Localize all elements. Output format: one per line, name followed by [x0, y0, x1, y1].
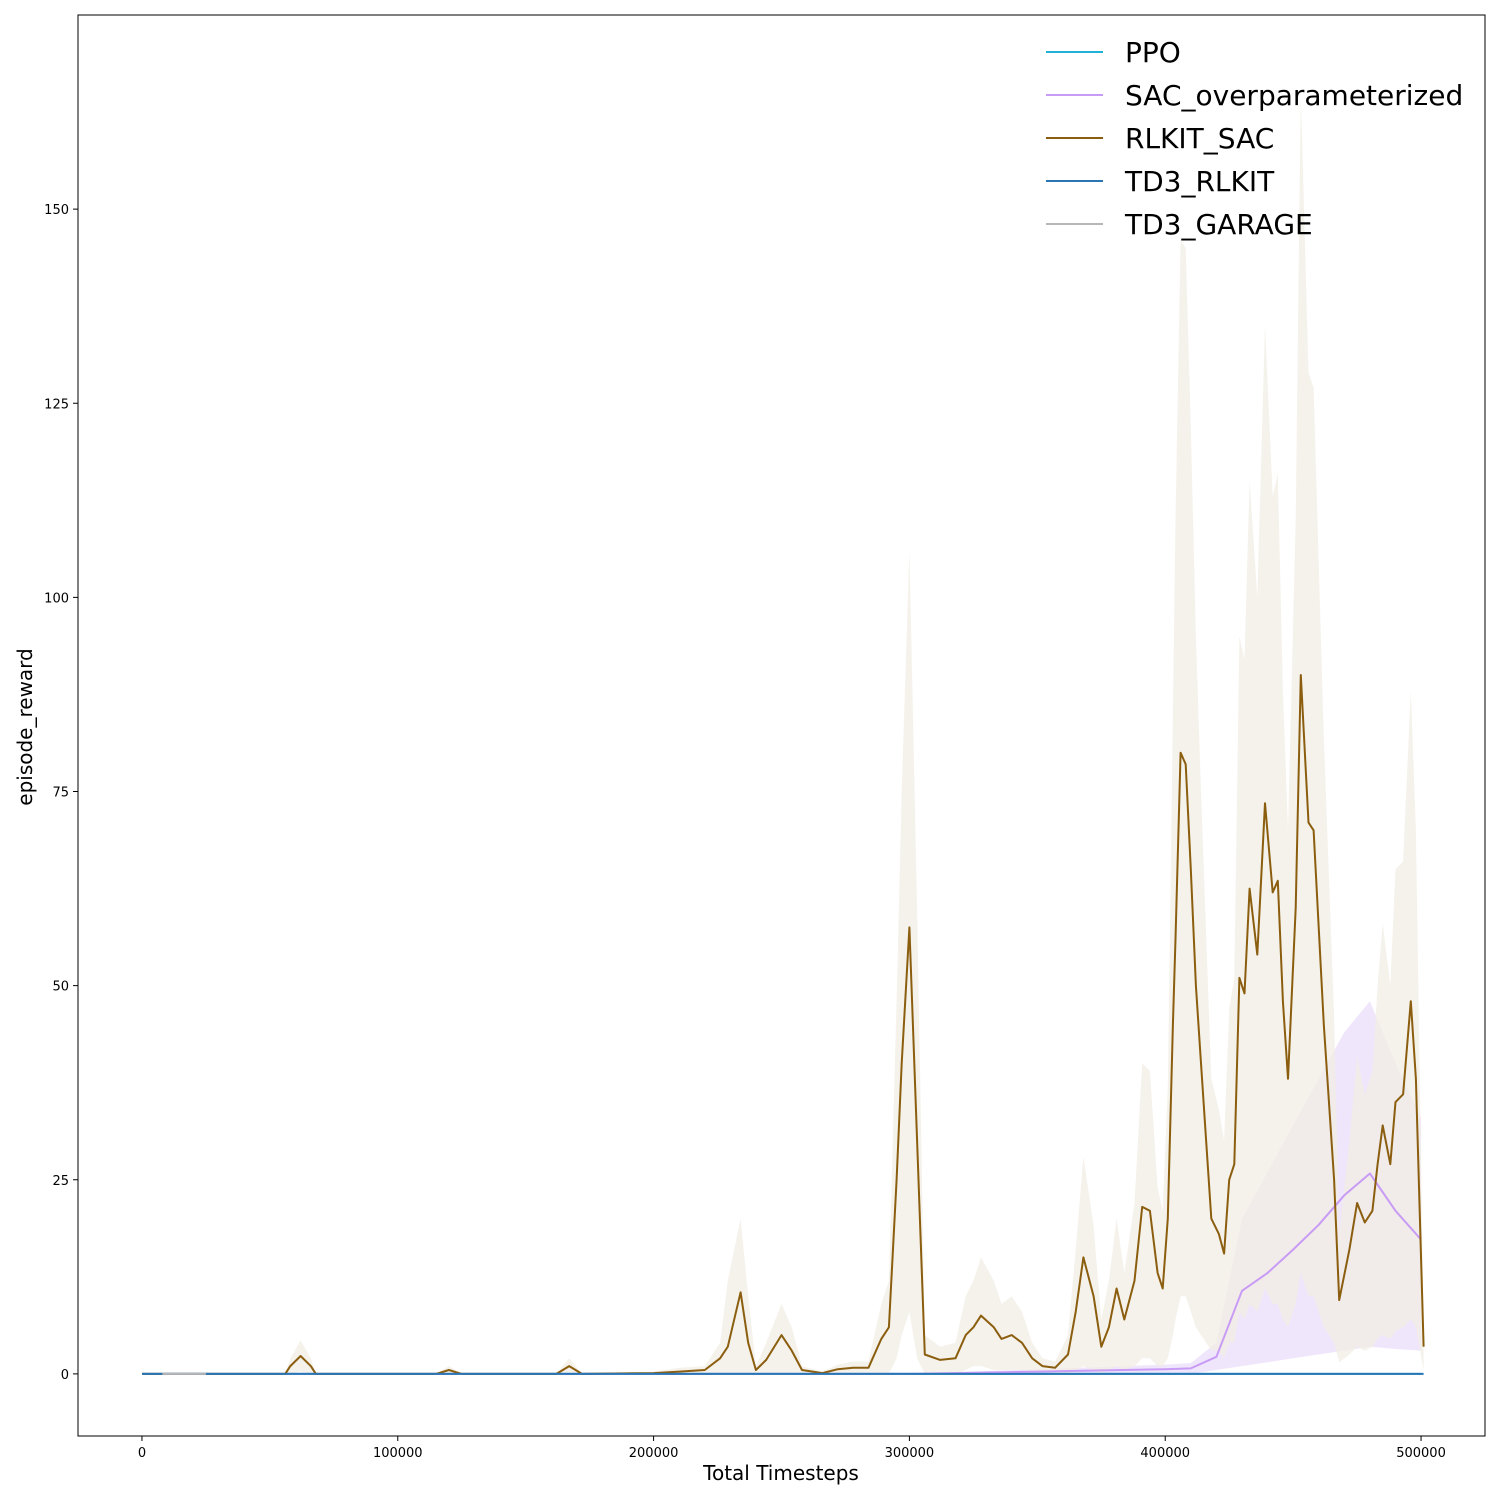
legend-label-td3-rlkit: TD3_RLKIT: [1124, 165, 1275, 198]
y-tick-label: 50: [52, 980, 69, 995]
x-tick-label: 200000: [629, 1446, 679, 1461]
plot-frame: [77, 14, 1486, 1437]
band-rlkit-sac: [142, 92, 1424, 1374]
y-tick-label: 150: [44, 203, 69, 218]
x-tick-label: 500000: [1396, 1446, 1446, 1461]
y-tick-label: 100: [44, 591, 69, 606]
x-axis: 0 100000 200000 300000 400000 500000: [138, 1436, 1446, 1461]
legend-label-td3-garage: TD3_GARAGE: [1124, 208, 1313, 241]
confidence-bands: [142, 92, 1424, 1374]
x-tick-label: 300000: [885, 1446, 935, 1461]
y-tick-label: 0: [61, 1368, 69, 1383]
y-tick-label: 125: [44, 397, 69, 412]
y-tick-label: 25: [52, 1174, 69, 1189]
x-tick-label: 100000: [373, 1446, 423, 1461]
legend-label-sac-overparameterized: SAC_overparameterized: [1125, 79, 1463, 112]
line-rlkit-sac: [142, 674, 1425, 1375]
y-axis-label: episode_reward: [13, 648, 37, 805]
band-sac-overparameterized: [142, 1001, 1421, 1374]
x-tick-label: 0: [138, 1446, 146, 1461]
legend: PPO SAC_overparameterized RLKIT_SAC TD3_RLK…: [1046, 36, 1463, 241]
y-axis: 0 25 50 75 100 125 150: [44, 203, 78, 1383]
legend-label-rlkit-sac: RLKIT_SAC: [1125, 122, 1274, 155]
x-axis-label: Total Timesteps: [702, 1461, 859, 1485]
legend-label-ppo: PPO: [1125, 36, 1181, 69]
x-tick-label: 400000: [1140, 1446, 1190, 1461]
series-lines: [142, 674, 1425, 1375]
y-tick-label: 75: [52, 786, 69, 801]
